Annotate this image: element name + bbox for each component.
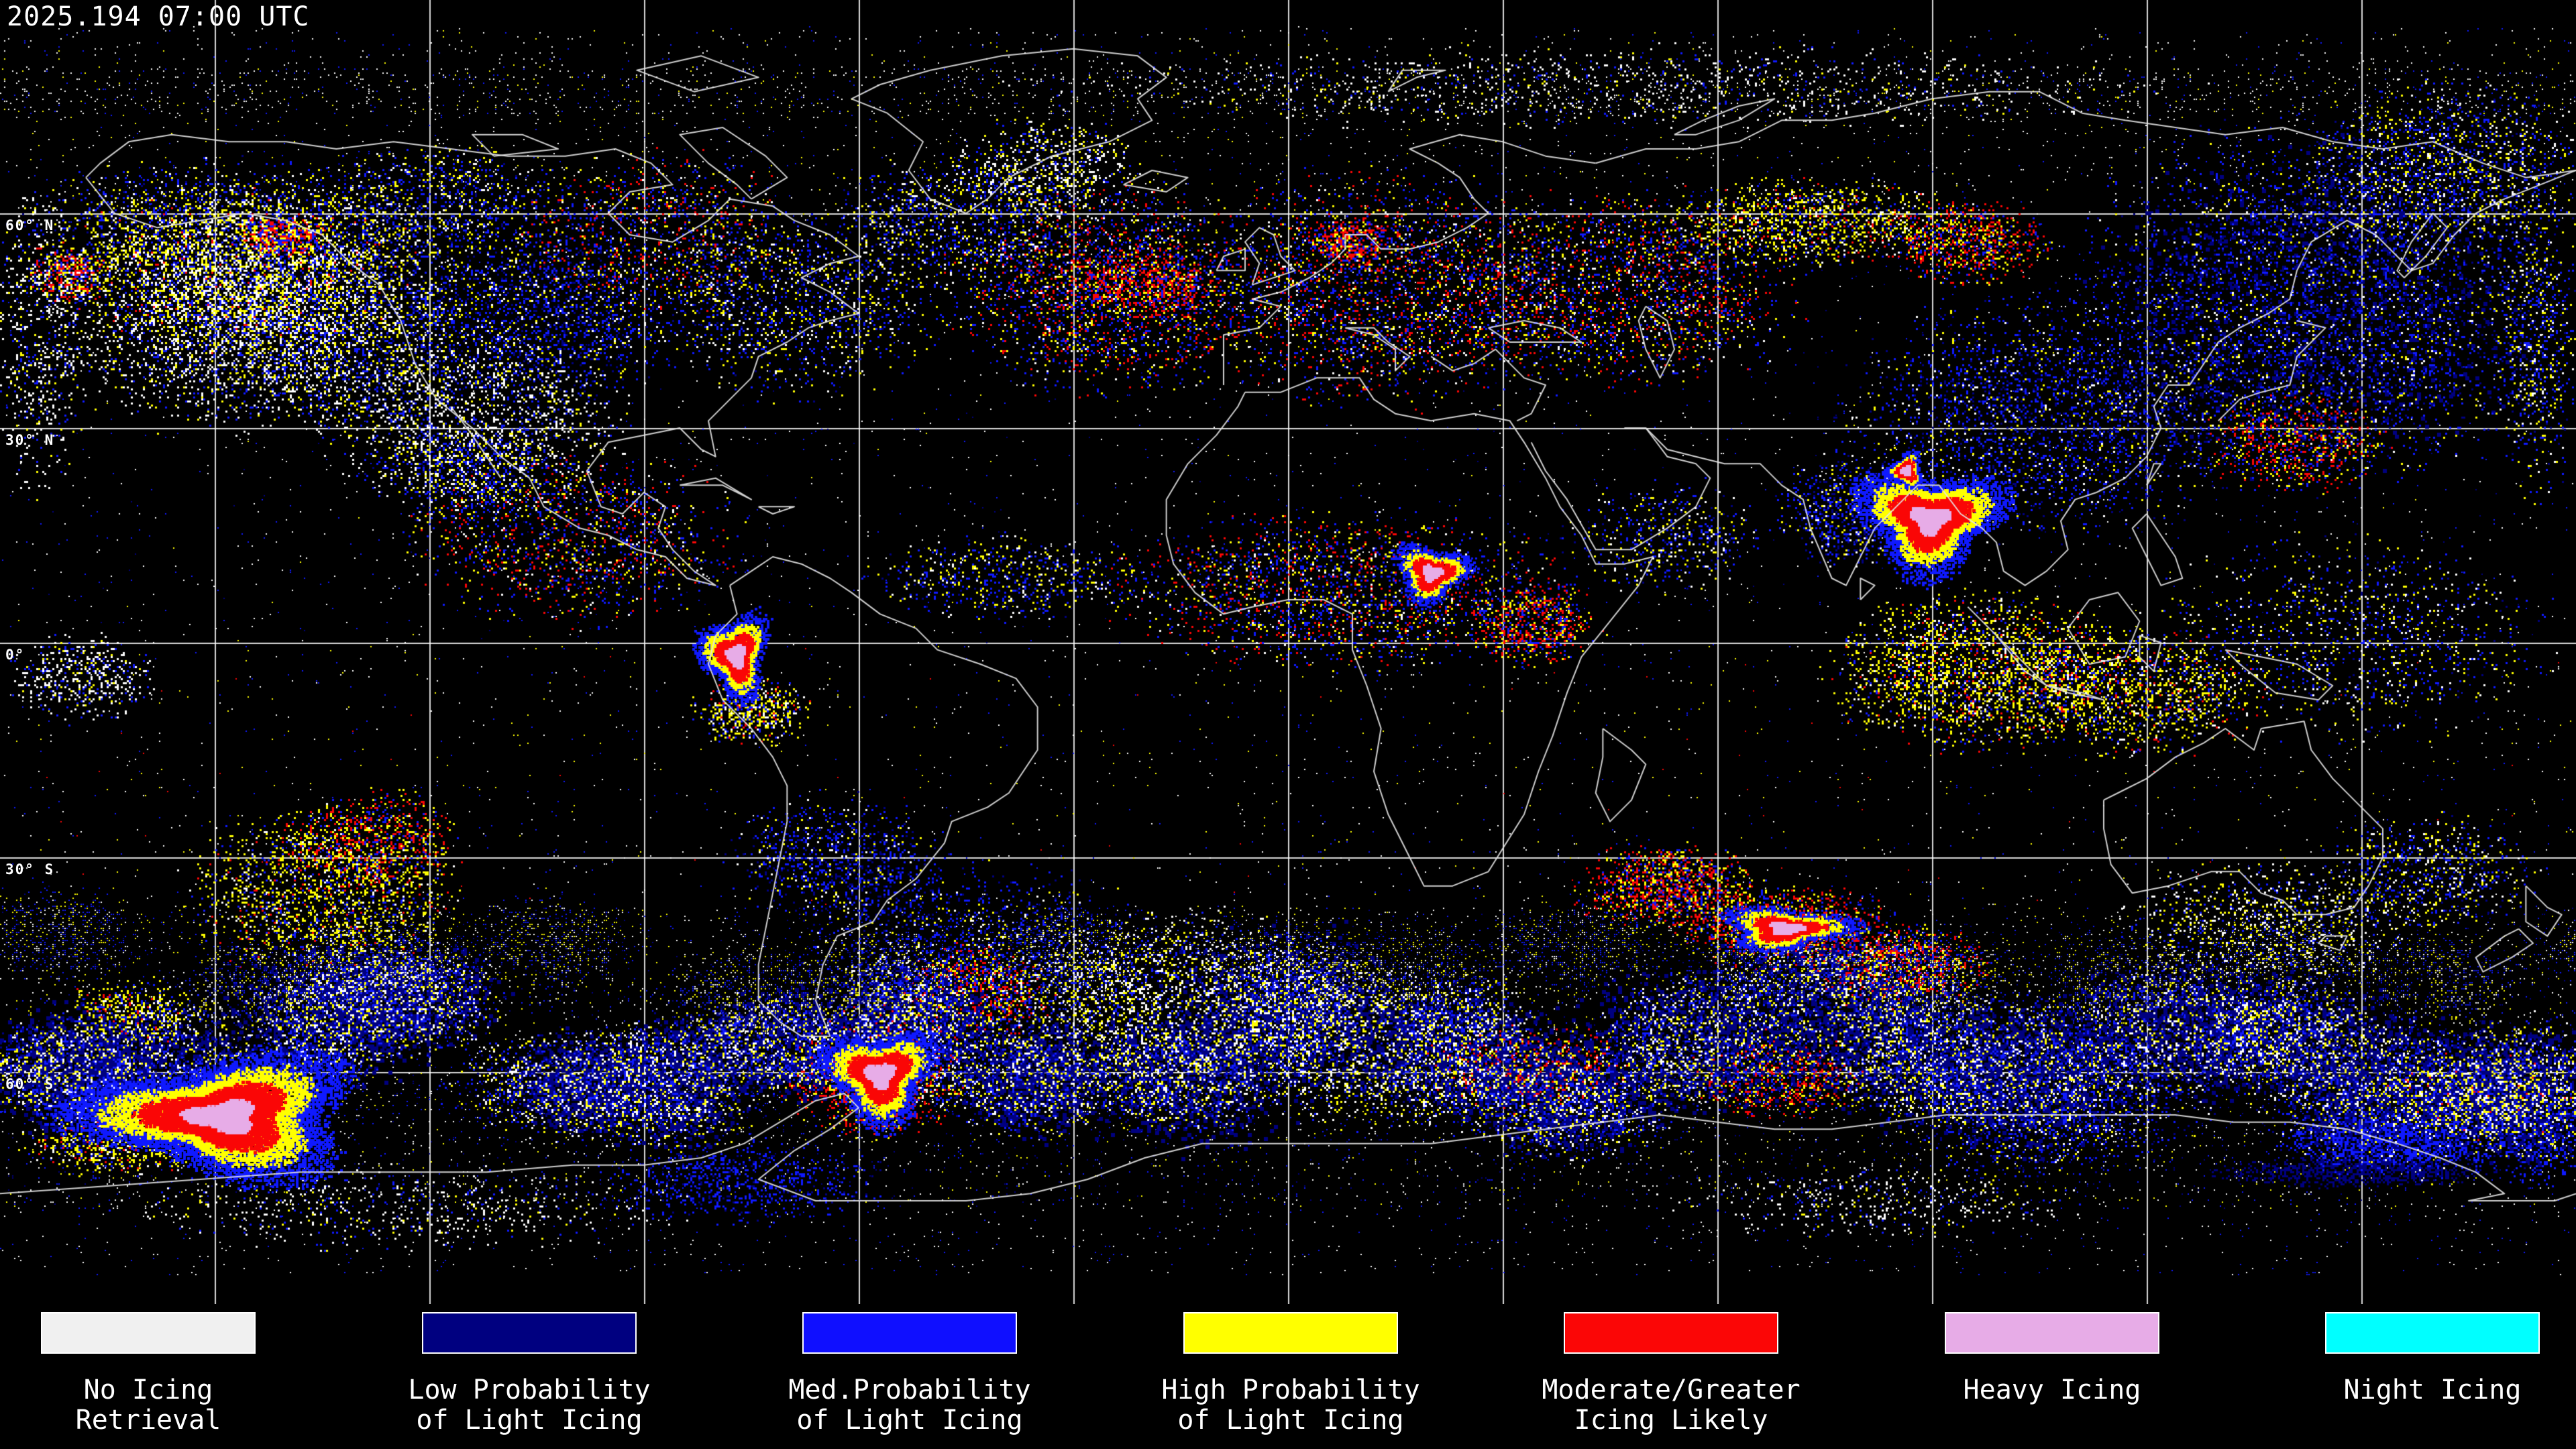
legend-label-night-icing: Night Icing xyxy=(2343,1375,2522,1405)
legend-item-med-prob-light-icing: Med.Probability of Light Icing xyxy=(788,1312,1031,1436)
legend-item-high-prob-light-icing: High Probability of Light Icing xyxy=(1161,1312,1420,1436)
legend-item-night-icing: Night Icing xyxy=(2325,1312,2540,1405)
world-icing-map xyxy=(0,0,2576,1304)
legend-swatch-moderate-greater-icing xyxy=(1564,1312,1778,1354)
legend-label-heavy-icing: Heavy Icing xyxy=(1963,1375,2141,1405)
legend-swatch-high-prob-light-icing xyxy=(1183,1312,1398,1354)
timestamp-label: 2025.194 07:00 UTC xyxy=(7,1,310,32)
legend-bar: No Icing Retrieval Low Probability of Lig… xyxy=(0,1304,2576,1449)
legend-swatch-no-icing-retrieval xyxy=(41,1312,256,1354)
legend-swatch-night-icing xyxy=(2325,1312,2540,1354)
legend-item-heavy-icing: Heavy Icing xyxy=(1945,1312,2159,1405)
lat-label-0: 60° N xyxy=(5,217,55,233)
lat-label-3: 30° S xyxy=(5,861,55,877)
lat-label-1: 30° N xyxy=(5,432,55,448)
legend-label-no-icing-retrieval: No Icing Retrieval xyxy=(75,1375,221,1436)
lat-label-4: 60° S xyxy=(5,1076,55,1092)
legend-swatch-med-prob-light-icing xyxy=(802,1312,1017,1354)
legend-label-low-prob-light-icing: Low Probability of Light Icing xyxy=(408,1375,651,1436)
legend-item-moderate-greater-icing: Moderate/Greater Icing Likely xyxy=(1542,1312,1801,1436)
legend-label-med-prob-light-icing: Med.Probability of Light Icing xyxy=(788,1375,1031,1436)
legend-swatch-low-prob-light-icing xyxy=(422,1312,637,1354)
legend-item-no-icing-retrieval: No Icing Retrieval xyxy=(41,1312,256,1436)
lat-label-2: 0° xyxy=(5,647,25,663)
legend-swatch-heavy-icing xyxy=(1945,1312,2159,1354)
legend-label-high-prob-light-icing: High Probability of Light Icing xyxy=(1161,1375,1420,1436)
legend-label-moderate-greater-icing: Moderate/Greater Icing Likely xyxy=(1542,1375,1801,1436)
legend-item-low-prob-light-icing: Low Probability of Light Icing xyxy=(408,1312,651,1436)
